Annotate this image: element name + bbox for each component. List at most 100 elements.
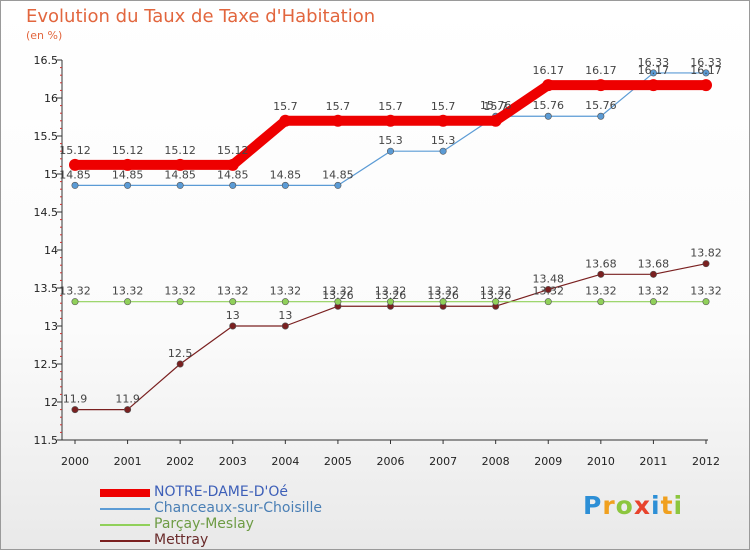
legend-swatch	[100, 508, 150, 510]
legend-swatch	[100, 489, 150, 497]
data-label: 11.9	[115, 393, 140, 406]
data-point	[71, 406, 79, 414]
data-label: 13.48	[533, 273, 565, 286]
data-label: 14.85	[217, 168, 249, 181]
labels-series-2: 13.32 13.32 13.32 13.32 13.32 13.32 13.32 13.32…	[59, 285, 722, 298]
data-label: 15.12	[217, 144, 249, 157]
data-label: 13.32	[217, 285, 249, 298]
data-point	[649, 270, 657, 278]
data-point	[647, 79, 660, 92]
legend-swatch	[100, 524, 150, 526]
data-point	[334, 181, 342, 189]
data-point	[69, 158, 81, 171]
data-point	[229, 298, 237, 306]
data-point	[279, 114, 292, 127]
data-point	[229, 181, 237, 189]
data-label: 15.7	[483, 100, 508, 113]
y-tick-label: 12.5	[34, 358, 59, 371]
logo-letter: P	[583, 491, 603, 520]
data-label: 15.76	[480, 99, 512, 112]
data-point	[281, 322, 289, 330]
data-point	[702, 298, 710, 306]
y-tick-label: 16.5	[34, 54, 59, 67]
x-tick-label: 2007	[429, 455, 457, 468]
data-label: 15.76	[585, 99, 617, 112]
y-tick-label: 13.5	[34, 282, 59, 295]
data-point	[544, 112, 552, 120]
data-point	[594, 79, 607, 92]
chart-title: Evolution du Taux de Taxe d'Habitation	[26, 6, 376, 27]
series-1	[71, 69, 710, 189]
data-label: 13.26	[375, 289, 407, 302]
data-label: 13.68	[585, 257, 617, 270]
data-label: 15.7	[326, 100, 351, 113]
data-point	[176, 360, 184, 368]
x-tick-label: 2001	[114, 455, 142, 468]
labels-series-3: 11.9 11.9 12.5 13 13 13.26 13.26 13.26 13.26 13.4…	[63, 247, 722, 406]
data-label: 15.7	[378, 100, 403, 113]
x-tick-label: 2000	[61, 455, 89, 468]
logo-letter: i	[651, 491, 661, 520]
data-point	[702, 260, 710, 268]
data-label: 13.26	[480, 289, 512, 302]
data-point	[542, 79, 555, 92]
data-label: 14.85	[164, 168, 196, 181]
legend-label: Chanceaux-sur-Choisille	[154, 500, 322, 516]
data-label: 13.32	[533, 285, 565, 298]
data-point	[71, 181, 79, 189]
x-tick-label: 2012	[692, 455, 720, 468]
data-point	[176, 181, 184, 189]
chart-unit: (en %)	[26, 29, 63, 42]
series-2	[71, 298, 710, 306]
data-point	[281, 181, 289, 189]
data-label: 13.68	[638, 257, 670, 270]
data-point	[176, 298, 184, 306]
data-point	[492, 298, 500, 306]
data-label: 15.3	[431, 134, 456, 147]
data-point	[597, 270, 605, 278]
data-point	[71, 298, 79, 306]
logo-letter: o	[615, 491, 634, 520]
x-tick-label: 2002	[166, 455, 194, 468]
data-point	[649, 298, 657, 306]
data-label: 16.33	[638, 56, 670, 69]
x-tick-label: 2009	[534, 455, 562, 468]
data-label: 16.17	[533, 64, 565, 77]
data-label: 14.85	[112, 168, 144, 181]
data-label: 13.32	[638, 285, 670, 298]
x-tick-label: 2011	[639, 455, 667, 468]
y-tick-label: 15.5	[34, 130, 59, 143]
data-label: 16.17	[585, 64, 617, 77]
data-point	[124, 406, 132, 414]
y-tick-label: 14	[44, 244, 58, 257]
data-point	[489, 114, 502, 127]
data-label: 13.32	[427, 285, 459, 298]
y-tick-label: 15	[44, 168, 58, 181]
data-point	[334, 298, 342, 306]
x-tick-label: 2010	[587, 455, 615, 468]
data-label: 13.26	[322, 289, 354, 302]
legend-label: NOTRE-DAME-D'Oé	[154, 484, 289, 500]
data-label: 13.32	[270, 285, 302, 298]
data-label: 15.12	[59, 144, 91, 157]
y-tick-label: 13	[44, 320, 58, 333]
data-label: 13.32	[375, 285, 407, 298]
legend-label: Parçay-Meslay	[154, 516, 254, 532]
labels-series-1: 14.85 14.85 14.85 14.85 14.85 14.85 15.3 15.3 15…	[59, 56, 722, 181]
data-label: 13.32	[690, 285, 722, 298]
data-label: 13.32	[112, 285, 144, 298]
data-label: 16.33	[690, 56, 722, 69]
data-point	[544, 298, 552, 306]
legend-label: Mettray	[154, 532, 209, 548]
x-tick-label: 2004	[271, 455, 299, 468]
data-point	[386, 147, 394, 155]
data-point	[700, 79, 712, 92]
data-label: 13.32	[59, 285, 91, 298]
data-label: 14.85	[322, 168, 354, 181]
data-label: 15.76	[533, 99, 565, 112]
data-point	[124, 298, 132, 306]
y-tick-label: 16	[44, 92, 58, 105]
data-label: 13	[226, 309, 240, 322]
